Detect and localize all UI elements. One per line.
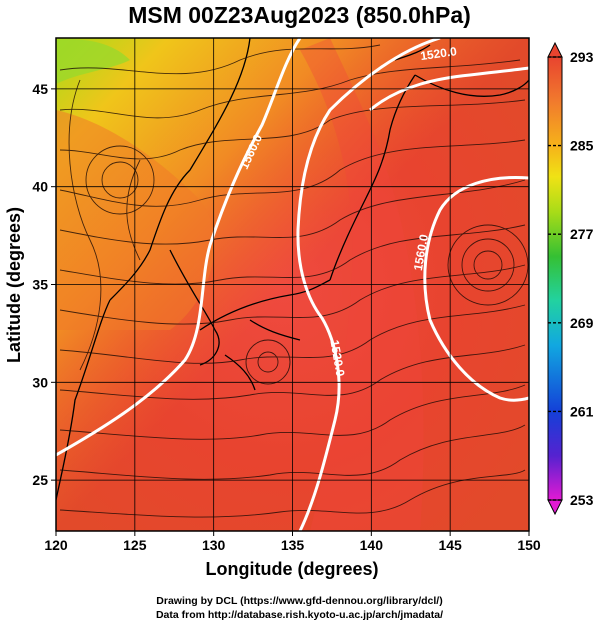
contour-line-east <box>423 176 529 402</box>
y-tick-label: 35 <box>32 277 48 293</box>
x-tick-label: 150 <box>517 537 541 553</box>
colorbar: 293 285 277 269 261 253 <box>547 41 594 516</box>
contour-line-north <box>369 66 529 112</box>
colorbar-bottom-arrow <box>547 499 563 516</box>
x-tick-label: 130 <box>202 537 226 553</box>
contour-label: 1520.0 <box>327 339 347 378</box>
colorbar-tick-label: 253 <box>570 492 594 508</box>
x-tick-label: 135 <box>281 537 305 553</box>
page-title: MSM 00Z23Aug2023 (850.0hPa) <box>128 2 471 28</box>
contour-label: 1520.0 <box>419 44 458 63</box>
contour-line-west <box>56 38 302 457</box>
colorbar-tick-label: 293 <box>570 49 594 65</box>
colorbar-tick-label: 277 <box>570 226 594 242</box>
colorbar-top-arrow <box>547 41 563 58</box>
contour-label: 1560.0 <box>411 233 431 272</box>
coastlines <box>56 38 529 501</box>
y-axis-ticks: 25 30 35 40 45 <box>32 81 56 488</box>
colorbar-tick-label: 285 <box>570 138 594 154</box>
x-axis-ticks: 120 125 130 135 140 145 150 <box>44 531 541 553</box>
x-tick-label: 120 <box>44 537 68 553</box>
x-tick-label: 145 <box>438 537 462 553</box>
grid-lines <box>56 38 529 531</box>
y-tick-label: 30 <box>32 374 48 390</box>
y-axis-label: Latitude (degrees) <box>4 207 24 363</box>
contour-line-central <box>296 38 441 531</box>
y-tick-label: 25 <box>32 472 48 488</box>
credit-drawing: Drawing by DCL (https://www.gfd-dennou.o… <box>156 595 443 607</box>
x-axis-label: Longitude (degrees) <box>205 559 378 579</box>
x-tick-label: 125 <box>123 537 147 553</box>
colorbar-tick-label: 261 <box>570 403 594 419</box>
y-tick-label: 40 <box>32 179 48 195</box>
height-contours <box>56 38 529 531</box>
colorbar-tick-label: 269 <box>570 315 594 331</box>
y-tick-label: 45 <box>32 81 48 97</box>
x-tick-label: 140 <box>360 537 384 553</box>
credit-data: Data from http://database.rish.kyoto-u.a… <box>155 609 444 621</box>
